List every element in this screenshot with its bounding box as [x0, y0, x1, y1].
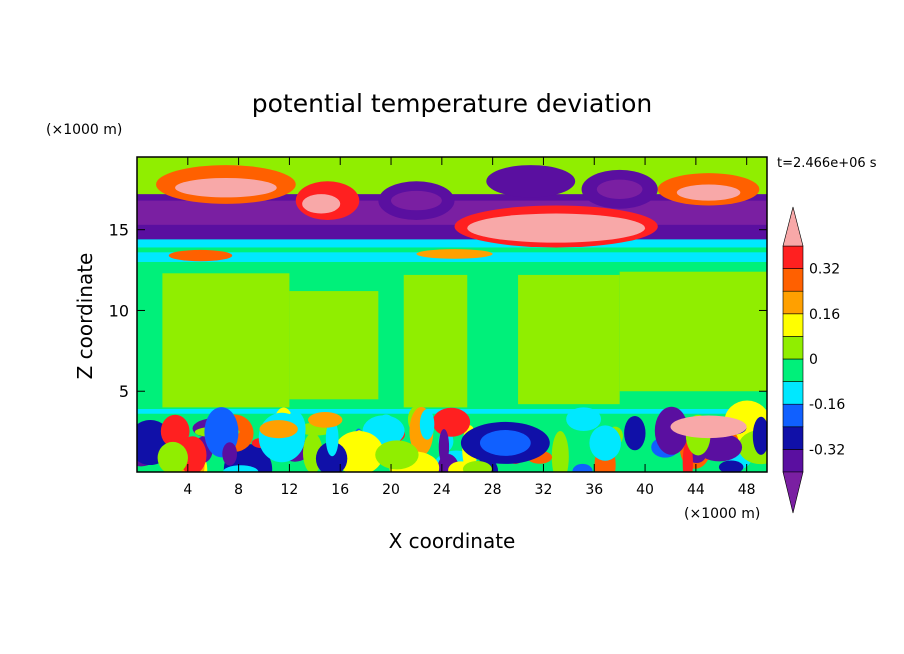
x-tick-label: 24 [433, 482, 451, 498]
field-patch [752, 416, 767, 455]
colorbar-segment [782, 426, 804, 450]
y-tick-label: 15 [109, 221, 129, 240]
colorbar-label: -0.16 [809, 397, 845, 413]
field-patch [438, 428, 450, 465]
y-tick-label: 5 [119, 382, 129, 401]
field-patch [325, 420, 339, 457]
colorbar-min-extend [782, 471, 804, 514]
colorbar-label: 0.16 [809, 307, 840, 323]
x-axis-label: X coordinate [389, 529, 516, 553]
colorbar-segment [782, 336, 804, 360]
colorbar-segment [782, 449, 804, 473]
field-patch [259, 420, 298, 439]
colorbar-segment [782, 245, 804, 269]
contour-field [137, 157, 767, 472]
x-tick-label: 4 [183, 482, 192, 498]
colorbar-segment [782, 358, 804, 382]
field-patch [315, 441, 348, 472]
field-patch [551, 431, 569, 472]
field-patch [432, 407, 471, 437]
field-band [289, 291, 379, 400]
x-tick-label: 20 [382, 482, 400, 498]
plot-frame [136, 156, 768, 473]
chart-title: potential temperature deviation [252, 89, 652, 118]
x-tick-label: 8 [234, 482, 243, 498]
x-tick-label: 16 [331, 482, 349, 498]
y-unit-label: (×1000 m) [46, 122, 122, 138]
field-patch [479, 430, 531, 456]
x-tick-label: 40 [636, 482, 654, 498]
y-axis-label: Z coordinate [73, 253, 97, 380]
colorbar-label: 0 [809, 352, 818, 368]
y-tick-label: 10 [109, 301, 129, 320]
field-patch [175, 178, 277, 198]
field-patch [676, 184, 741, 201]
field-patch [222, 442, 238, 466]
field-band [162, 273, 290, 408]
field-band [619, 271, 767, 392]
field-patch [596, 179, 643, 199]
field-patch [157, 441, 188, 472]
field-patch [589, 425, 621, 461]
field-band [137, 239, 767, 248]
colorbar-segment [782, 290, 804, 315]
x-tick-label: 28 [484, 482, 502, 498]
field-patch [416, 249, 493, 259]
colorbar-label: -0.32 [809, 442, 845, 458]
colorbar-segment [782, 313, 804, 337]
field-patch [375, 440, 419, 470]
field-band [403, 274, 468, 408]
x-axis-ticks: 4 8 12 16 20 24 28 32 36 40 44 48 [183, 157, 756, 498]
field-band [137, 262, 767, 271]
field-patch [168, 249, 233, 262]
time-label: t=2.466e+06 s [777, 156, 877, 171]
field-patch [467, 213, 646, 243]
x-tick-label: 44 [687, 482, 705, 498]
field-patch [160, 414, 190, 448]
colorbar-label: 0.32 [809, 262, 840, 278]
field-patch [624, 415, 646, 451]
colorbar-max-extend [782, 206, 804, 247]
field-patch [419, 409, 435, 440]
colorbar-segment [782, 268, 804, 292]
x-tick-label: 32 [535, 482, 553, 498]
x-tick-label: 48 [738, 482, 756, 498]
field-patch [391, 190, 442, 211]
field-patch [566, 407, 602, 432]
x-unit-label: (×1000 m) [684, 506, 760, 522]
x-tick-label: 12 [281, 482, 299, 498]
field-patch [572, 463, 593, 472]
field-patch [308, 412, 343, 428]
colorbar-segment [782, 403, 804, 428]
field-patch [462, 460, 492, 472]
field-patch [377, 414, 395, 439]
y-axis-ticks: 5 10 15 [109, 221, 767, 401]
field-patch [718, 460, 744, 472]
field-patch [654, 406, 689, 455]
x-tick-label: 36 [585, 482, 603, 498]
colorbar: 0.32 0.16 0 -0.16 -0.32 [782, 206, 845, 514]
field-patch [486, 165, 576, 198]
field-patch [670, 415, 747, 439]
colorbar-segment [782, 381, 804, 405]
field-patch [302, 194, 341, 214]
field-band [518, 274, 620, 405]
field-patch [222, 465, 259, 472]
